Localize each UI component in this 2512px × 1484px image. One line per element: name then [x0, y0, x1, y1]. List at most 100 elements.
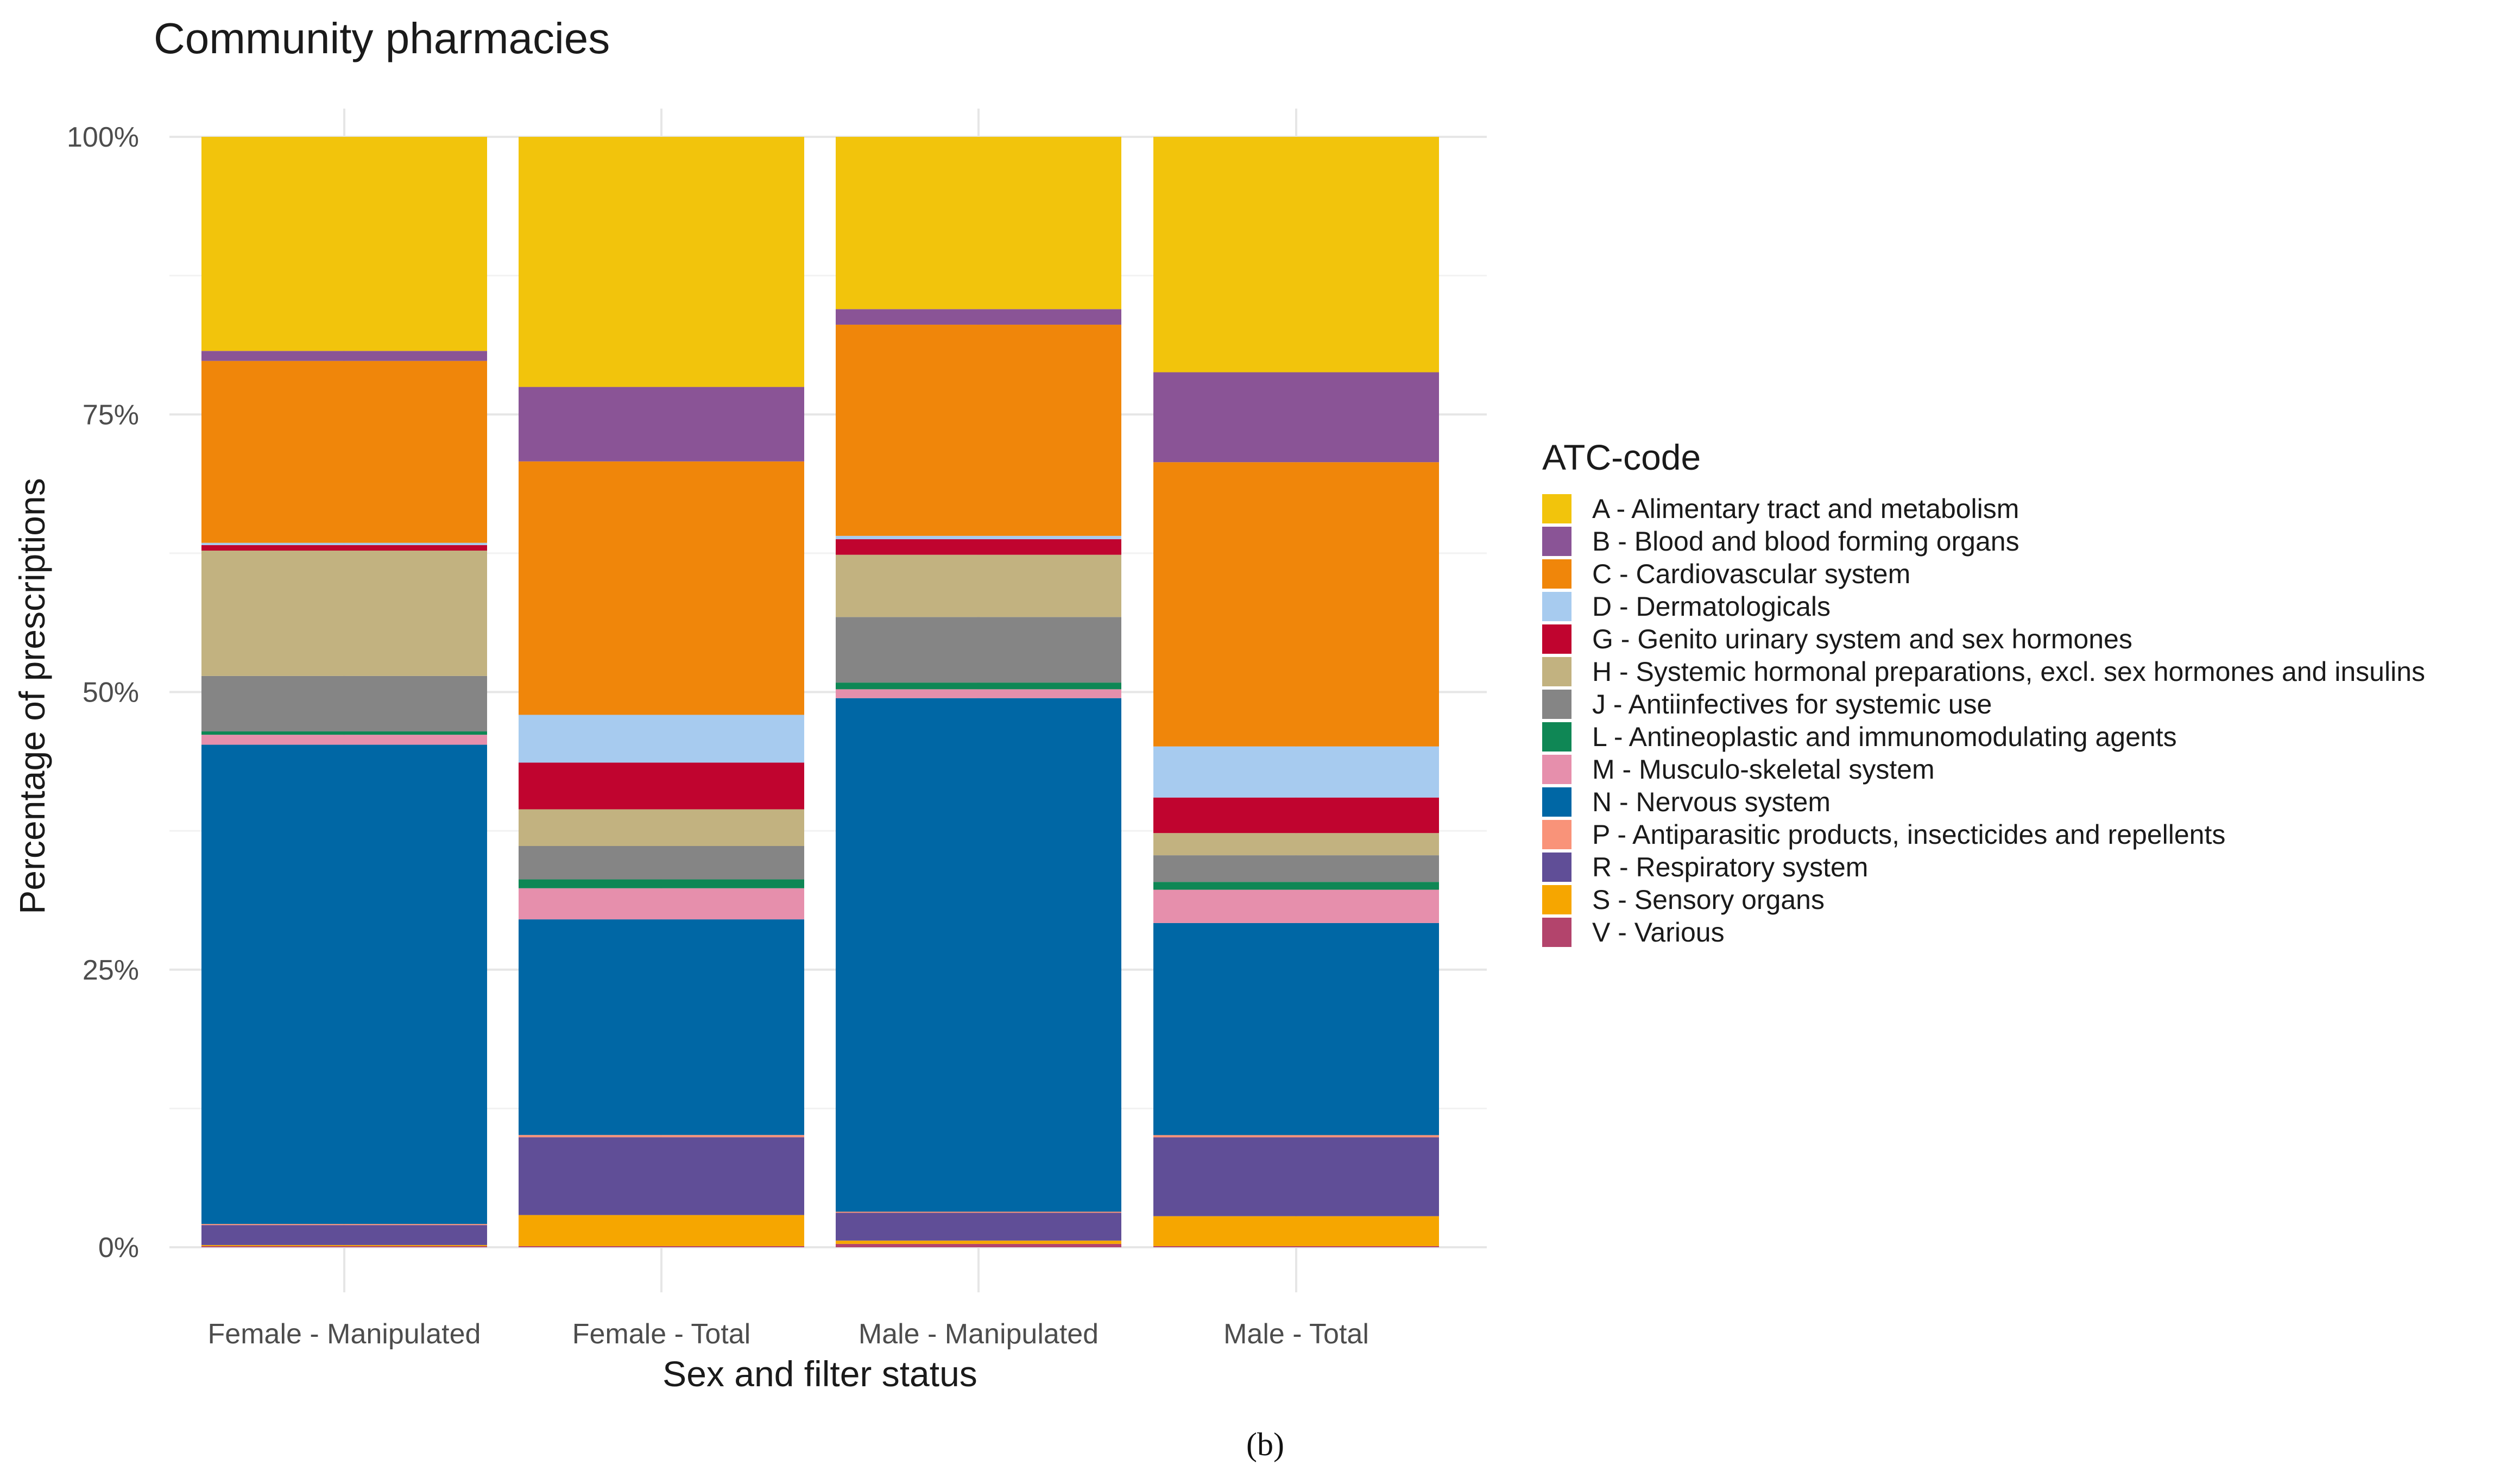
- x-tick-label: Female - Manipulated: [208, 1318, 481, 1350]
- bars: [201, 137, 1439, 1247]
- bar-segment-d-1: [201, 542, 487, 545]
- legend-key: [1542, 559, 1571, 589]
- bar-segment-p-3: [836, 1211, 1121, 1213]
- bar-segment-p-4: [1153, 1135, 1439, 1138]
- legend-key: [1542, 820, 1571, 849]
- bar-segment-c-2: [519, 461, 804, 715]
- bar-segment-m-4: [1153, 889, 1439, 923]
- y-tick-label: 50%: [83, 677, 139, 709]
- bar-segment-n-3: [836, 698, 1121, 1212]
- bar-segment-c-1: [201, 361, 487, 543]
- bar-segment-p-2: [519, 1135, 804, 1138]
- bar-segment-d-4: [1153, 746, 1439, 798]
- bar-segment-r-4: [1153, 1137, 1439, 1216]
- y-axis-ticks: 0% 25% 50% 75% 100%: [67, 122, 139, 1264]
- bar-segment-l-3: [836, 683, 1121, 690]
- legend-label: M - Musculo-skeletal system: [1592, 754, 1935, 785]
- bar-segment-j-3: [836, 617, 1121, 683]
- bar-segment-j-2: [519, 846, 804, 880]
- bar-segment-n-1: [201, 744, 487, 1224]
- legend-key: [1542, 624, 1571, 654]
- y-tick-label: 75%: [83, 399, 139, 431]
- legend-key: [1542, 787, 1571, 817]
- bar-segment-r-1: [201, 1225, 487, 1245]
- legend-key: [1542, 592, 1571, 621]
- bar-segment-d-2: [519, 715, 804, 763]
- bar-segment-c-3: [836, 324, 1121, 536]
- bar-segment-m-1: [201, 735, 487, 745]
- bar-segment-m-3: [836, 689, 1121, 698]
- bar-segment-a-1: [201, 137, 487, 351]
- legend-key: [1542, 885, 1571, 914]
- bar-segment-n-2: [519, 919, 804, 1135]
- legend-label: G - Genito urinary system and sex hormon…: [1592, 624, 2132, 654]
- bar-segment-a-2: [519, 137, 804, 387]
- legend-label: P - Antiparasitic products, insecticides…: [1592, 819, 2225, 850]
- legend-label: C - Cardiovascular system: [1592, 559, 1910, 589]
- x-tick-label: Male - Manipulated: [859, 1318, 1099, 1350]
- bar-segment-h-1: [201, 551, 487, 676]
- bar-segment-s-2: [519, 1215, 804, 1246]
- legend-key: [1542, 690, 1571, 719]
- bar-segment-v-2: [519, 1246, 804, 1247]
- bar-segment-s-1: [201, 1245, 487, 1246]
- legend-label: H - Systemic hormonal preparations, excl…: [1592, 656, 2425, 687]
- x-axis-title: Sex and filter status: [662, 1354, 977, 1394]
- bar-segment-a-3: [836, 137, 1121, 310]
- bar-segment-g-3: [836, 539, 1121, 555]
- legend-title: ATC-code: [1542, 437, 1701, 477]
- legend-label: V - Various: [1592, 917, 1725, 948]
- legend-key: [1542, 657, 1571, 686]
- legend-label: D - Dermatologicals: [1592, 591, 1831, 622]
- bar-segment-r-3: [836, 1213, 1121, 1241]
- figure-caption: (b): [1246, 1426, 1284, 1462]
- bar-segment-a-4: [1153, 137, 1439, 372]
- bar-segment-v-4: [1153, 1246, 1439, 1247]
- bar-segment-m-2: [519, 888, 804, 920]
- legend-key: [1542, 494, 1571, 523]
- bar-segment-v-1: [201, 1246, 487, 1247]
- bar-segment-b-3: [836, 309, 1121, 325]
- bar-segment-h-2: [519, 809, 804, 847]
- bar-segment-s-4: [1153, 1216, 1439, 1246]
- bar-segment-g-4: [1153, 797, 1439, 833]
- y-tick-label: 0%: [98, 1232, 139, 1264]
- legend-label: L - Antineoplastic and immunomodulating …: [1592, 722, 2177, 752]
- bar-segment-g-2: [519, 762, 804, 810]
- legend-key: [1542, 852, 1571, 882]
- y-axis-title: Percentage of prescriptions: [12, 478, 52, 914]
- legend-key: [1542, 722, 1571, 752]
- bar-segment-l-4: [1153, 882, 1439, 890]
- bar-segment-r-2: [519, 1137, 804, 1215]
- bar-segment-j-1: [201, 675, 487, 732]
- bar-segment-b-4: [1153, 372, 1439, 463]
- chart-title: Community pharmacies: [154, 14, 610, 62]
- x-tick-label: Female - Total: [572, 1318, 751, 1350]
- legend-label: N - Nervous system: [1592, 787, 1831, 817]
- bar-segment-v-3: [836, 1243, 1121, 1247]
- legend-key: [1542, 527, 1571, 556]
- legend-key: [1542, 755, 1571, 784]
- y-tick-label: 25%: [83, 955, 139, 986]
- bar-segment-g-1: [201, 545, 487, 551]
- bar-segment-s-3: [836, 1240, 1121, 1244]
- bar-segment-j-4: [1153, 855, 1439, 882]
- x-axis-ticks: Female - Manipulated Female - Total Male -…: [208, 1318, 1369, 1350]
- bar-segment-l-1: [201, 731, 487, 735]
- bar-segment-n-4: [1153, 923, 1439, 1135]
- bar-segment-h-4: [1153, 833, 1439, 856]
- x-tick-label: Male - Total: [1223, 1318, 1369, 1350]
- bar-segment-l-2: [519, 879, 804, 888]
- legend-label: B - Blood and blood forming organs: [1592, 526, 2019, 557]
- bar-segment-b-1: [201, 351, 487, 361]
- bar-segment-b-2: [519, 387, 804, 462]
- legend-label: J - Antiinfectives for systemic use: [1592, 689, 1992, 719]
- bar-segment-c-4: [1153, 462, 1439, 747]
- legend-key: [1542, 918, 1571, 947]
- bar-segment-p-1: [201, 1224, 487, 1226]
- legend-label: A - Alimentary tract and metabolism: [1592, 494, 2019, 524]
- bar-segment-h-3: [836, 554, 1121, 617]
- bar-segment-d-3: [836, 535, 1121, 540]
